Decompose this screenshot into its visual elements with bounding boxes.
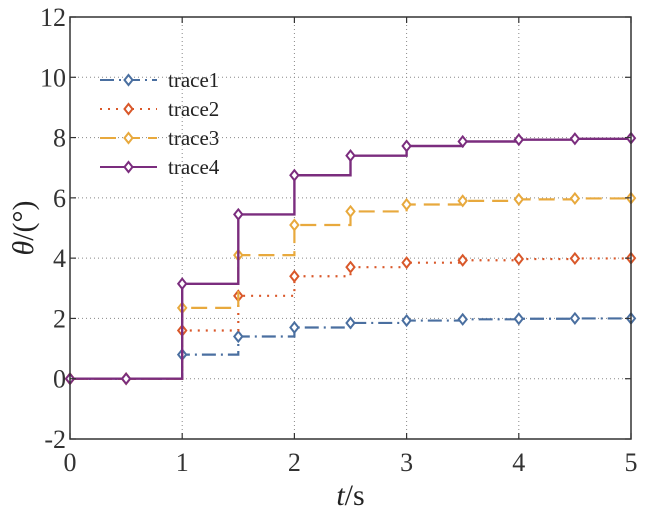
y-tick-label: 12 <box>40 3 66 32</box>
x-tick-label: 2 <box>288 448 301 477</box>
data-point-trace1 <box>569 311 581 326</box>
y-tick-label: 2 <box>53 304 66 333</box>
y-axis-label-unit: /(°) <box>7 200 40 240</box>
series-line-trace3 <box>70 197 633 380</box>
plot-frame <box>69 16 632 440</box>
y-axis-label-var: θ <box>7 241 40 256</box>
y-tick-label: 4 <box>53 244 66 273</box>
legend-marker <box>123 73 134 87</box>
series-line-trace4 <box>70 137 633 380</box>
legend-item-trace1: trace1 <box>100 68 219 92</box>
data-point-trace4 <box>457 134 468 149</box>
x-tick-label: 4 <box>512 448 525 477</box>
data-point-trace2 <box>569 251 581 266</box>
y-axis-label: θ/(°) <box>7 200 40 255</box>
legend-marker <box>123 131 134 145</box>
data-point-trace3 <box>289 218 300 232</box>
data-point-trace1 <box>457 312 468 326</box>
legend-label: trace3 <box>168 126 219 150</box>
data-point-trace3 <box>457 194 468 208</box>
data-point-trace1 <box>401 313 412 328</box>
legend-label: trace2 <box>168 97 219 121</box>
x-tick-label: 0 <box>64 448 77 477</box>
data-point-trace4 <box>233 207 244 222</box>
series-layer <box>64 131 637 386</box>
data-point-trace1 <box>233 329 244 344</box>
data-point-trace4 <box>401 139 412 153</box>
data-point-trace2 <box>289 269 300 283</box>
legend-item-trace3: trace3 <box>100 126 219 150</box>
y-tick-label: -2 <box>44 425 66 454</box>
data-point-trace4 <box>120 372 132 386</box>
legend-label: trace1 <box>168 68 219 92</box>
x-axis-label: t/s <box>336 479 364 512</box>
legend-item-trace2: trace2 <box>100 97 219 121</box>
x-tick-label: 5 <box>625 448 638 477</box>
data-point-trace4 <box>345 149 356 163</box>
data-point-trace2 <box>345 260 356 274</box>
data-point-trace1 <box>289 320 300 335</box>
data-point-trace2 <box>457 253 468 267</box>
data-point-trace4 <box>289 168 300 182</box>
y-tick-label: 0 <box>53 365 66 394</box>
data-point-trace4 <box>513 133 525 147</box>
legend-item-trace4: trace4 <box>100 155 220 179</box>
x-axis-label-var: t <box>336 479 345 512</box>
legend-marker <box>123 160 134 174</box>
y-tick-label: 6 <box>53 184 66 213</box>
x-tick-label: 3 <box>400 448 413 477</box>
series-trace1 <box>64 311 637 386</box>
data-point-trace3 <box>401 197 412 212</box>
legend-label: trace4 <box>168 155 220 179</box>
data-point-trace3 <box>345 204 356 219</box>
series-line-trace2 <box>70 257 633 380</box>
legend-marker <box>123 102 134 116</box>
x-axis-label-unit: /s <box>345 479 365 512</box>
legend: trace1 trace2 trace3 trace4 <box>100 68 220 179</box>
data-point-trace4 <box>176 277 188 291</box>
data-point-trace1 <box>345 316 356 330</box>
y-tick-label: 8 <box>53 124 66 153</box>
data-point-trace4 <box>569 132 581 146</box>
data-point-trace1 <box>513 312 525 326</box>
data-point-trace3 <box>513 192 525 206</box>
data-point-trace2 <box>401 256 412 270</box>
series-trace4 <box>64 131 637 386</box>
x-tick-label: 1 <box>176 448 189 477</box>
y-tick-label: 10 <box>40 63 66 92</box>
data-point-trace3 <box>569 191 581 206</box>
data-point-trace2 <box>513 252 525 266</box>
series-trace3 <box>64 191 637 386</box>
